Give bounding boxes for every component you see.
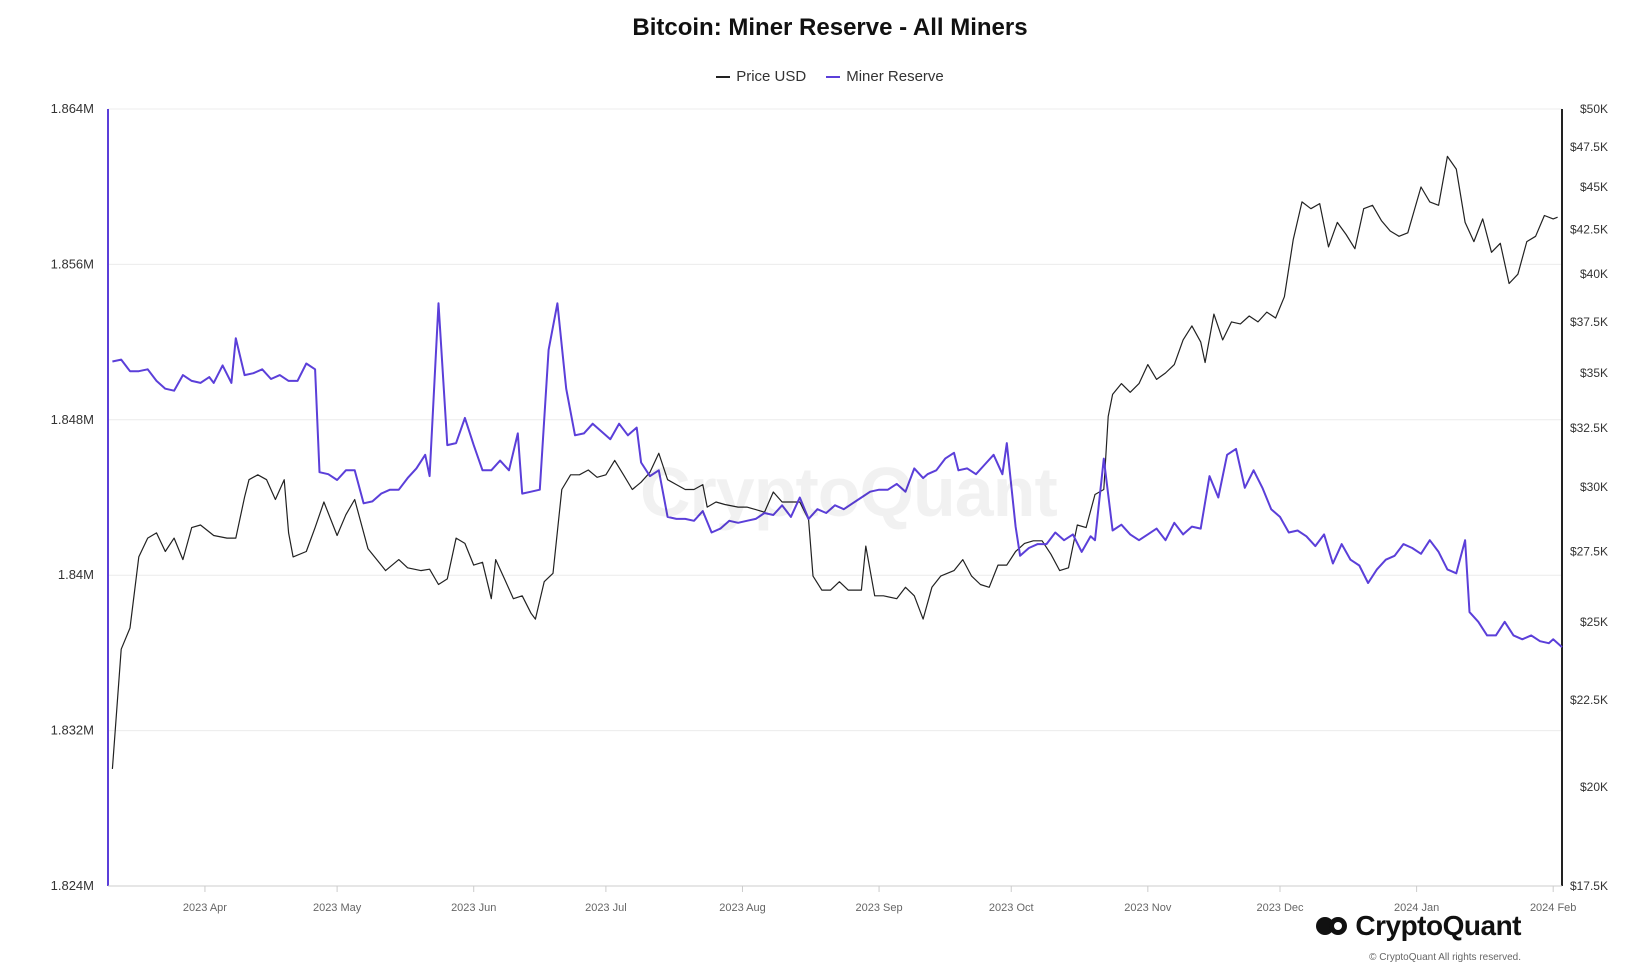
right-tick-label: $22.5K xyxy=(1570,693,1608,707)
left-tick-label: 1.864M xyxy=(51,101,94,116)
right-tick-label: $17.5K xyxy=(1570,879,1608,893)
x-axis: 2023 Apr 2023 May 2023 Jun 2023 Jul 2023 Aug… xyxy=(108,885,1576,914)
left-tick-label: 1.84M xyxy=(58,567,94,582)
legend-item-miner-reserve[interactable]: Miner Reserve xyxy=(826,68,944,85)
legend: Price USD Miner Reserve xyxy=(0,68,1636,85)
left-y-axis: 1.824M 1.832M 1.84M 1.848M 1.856M 1.864M xyxy=(51,101,109,893)
x-tick-label: 2023 Jul xyxy=(585,902,627,914)
series-layer xyxy=(111,155,1563,769)
x-tick-label: 2023 Sep xyxy=(856,902,903,914)
x-tick-label: 2023 Aug xyxy=(719,902,766,914)
right-tick-label: $40K xyxy=(1580,267,1608,281)
right-tick-label: $32.5K xyxy=(1570,421,1608,435)
right-tick-label: $20K xyxy=(1580,780,1608,794)
right-tick-label: $47.5K xyxy=(1570,140,1608,154)
x-tick-label: 2023 Apr xyxy=(183,902,227,914)
brand-name: CryptoQuant xyxy=(1355,910,1521,941)
legend-label-miner-reserve: Miner Reserve xyxy=(846,68,944,85)
x-tick-label: 2023 Nov xyxy=(1124,902,1172,914)
right-tick-label: $37.5K xyxy=(1570,315,1608,329)
cryptoquant-logo-icon xyxy=(1316,917,1348,935)
legend-swatch-price-usd xyxy=(716,75,731,78)
right-tick-label: $42.5K xyxy=(1570,222,1608,236)
x-tick-label: 2023 May xyxy=(313,902,362,914)
right-tick-label: $50K xyxy=(1580,102,1608,116)
legend-label-price-usd: Price USD xyxy=(736,68,807,85)
brand-logo: CryptoQuant xyxy=(1315,910,1521,942)
x-tick-label: 2023 Jun xyxy=(451,902,496,914)
series-line-miner-reserve xyxy=(112,302,1563,648)
series-line-price-usd xyxy=(111,155,1558,769)
right-y-axis: $17.5K $20K $22.5K $25K $27.5K $30K $32.5K $35K… xyxy=(1561,102,1608,893)
right-tick-label: $25K xyxy=(1580,615,1608,629)
grid-lines xyxy=(108,108,1562,887)
x-tick-label: 2024 Feb xyxy=(1530,902,1576,914)
left-tick-label: 1.848M xyxy=(51,412,94,427)
right-tick-label: $35K xyxy=(1580,366,1608,380)
chart-title: Bitcoin: Miner Reserve - All Miners xyxy=(632,14,1028,41)
left-tick-label: 1.824M xyxy=(51,878,94,893)
legend-swatch-miner-reserve xyxy=(826,75,841,78)
right-tick-label: $45K xyxy=(1580,180,1608,194)
x-tick-label: 2023 Oct xyxy=(989,902,1034,914)
left-tick-label: 1.832M xyxy=(51,723,94,738)
right-tick-label: $30K xyxy=(1580,480,1608,494)
legend-item-price-usd[interactable]: Price USD xyxy=(716,68,806,85)
copyright-notice: © CryptoQuant All rights reserved. xyxy=(1369,952,1521,963)
left-tick-label: 1.856M xyxy=(51,256,94,271)
x-tick-label: 2024 Jan xyxy=(1394,902,1439,914)
right-tick-label: $27.5K xyxy=(1570,544,1608,558)
x-tick-label: 2023 Dec xyxy=(1256,902,1304,914)
